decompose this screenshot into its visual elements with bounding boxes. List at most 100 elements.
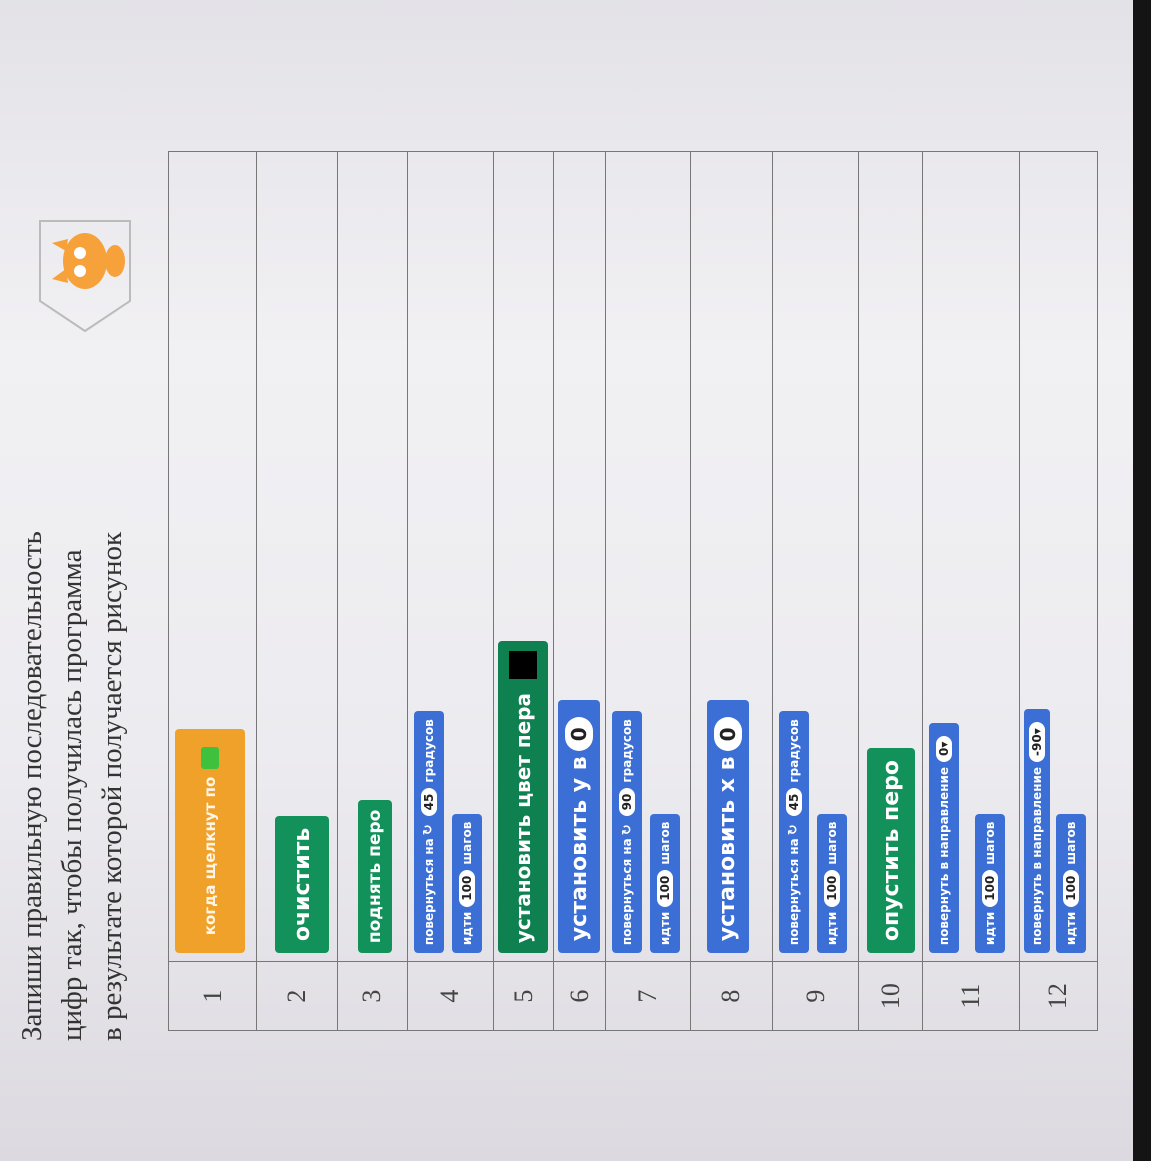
set-y-block[interactable]: установить у в 0 [558,700,601,954]
block-label: установить у в [566,756,592,942]
steps-input[interactable]: 100 [982,869,999,907]
degrees-input[interactable]: 45 [420,787,437,817]
block-label: опустить перо [878,759,904,942]
table-row: 2 очистить [256,151,338,1031]
block-label: идти [1063,911,1078,946]
instruction-text: Запиши правильную последовательность циф… [12,341,132,1041]
steps-input[interactable]: 100 [657,869,674,907]
pen-up-block[interactable]: поднять перо [357,799,392,954]
color-swatch[interactable] [509,650,538,679]
block-cell: повернуть в направление 0▾ идти 100 шаго… [922,151,1020,962]
turn-right-icon: ↻ [421,824,437,836]
degrees-input[interactable]: 90 [619,787,636,817]
move-block[interactable]: идти 100 шагов [451,813,482,954]
block-label: идти [658,911,673,946]
row-number: 1 [168,961,257,1031]
block-label: градусов [786,719,801,783]
block-label: установить цвет пера [511,692,536,944]
block-cell: очистить [256,151,338,962]
when-flag-clicked-block[interactable]: когда щелкнут по [175,728,245,954]
steps-input[interactable]: 100 [1062,869,1079,907]
instruction-line-3: в результате которой получается рисунок [96,531,128,1041]
block-label: повернуться на [620,838,635,946]
row-number: 6 [553,961,606,1031]
row-number: 12 [1019,961,1098,1031]
block-label: градусов [620,719,635,783]
instruction-line-2: цифр так, чтобы получилась программа [56,549,88,1042]
degrees-input[interactable]: 45 [785,787,802,817]
block-label: шагов [824,821,839,865]
point-in-direction-block[interactable]: повернуть в направление -90▾ [1023,709,1050,954]
block-label: шагов [983,821,998,865]
row-number: 8 [690,961,773,1031]
block-cell: повернуться на ↻ 90 градусов идти 100 ша… [605,151,691,962]
block-label: градусов [421,719,436,783]
direction-dropdown[interactable]: -90▾ [1028,722,1045,762]
program-table: 1 когда щелкнут по 2 очистить 3 [168,151,1098,1031]
table-row: 5 установить цвет пера [493,151,554,1031]
block-label: повернуться на [421,838,436,946]
block-label: поднять перо [364,809,385,944]
row-number: 10 [858,961,923,1031]
turn-right-icon: ↻ [786,824,802,836]
block-label: идти [459,911,474,946]
table-row: 11 повернуть в направление 0▾ идти 100 ш… [922,151,1020,1031]
row-number: 7 [605,961,691,1031]
turn-block[interactable]: повернуться на ↻ 45 градусов [413,711,444,954]
block-label: когда щелкнут по [201,776,219,936]
block-label: повернуть в направление [1029,766,1044,946]
block-cell: повернуться на ↻ 45 градусов идти 100 ша… [407,151,494,962]
block-cell: установить х в 0 [690,151,773,962]
block-label: очистить [289,827,315,942]
block-label: установить х в [715,756,741,942]
direction-dropdown[interactable]: 0▾ [936,735,953,762]
block-label: идти [983,911,998,946]
set-x-block[interactable]: установить х в 0 [706,700,749,954]
steps-input[interactable]: 100 [823,869,840,907]
instruction-line-1: Запиши правильную последовательность [16,531,48,1041]
set-pen-color-block[interactable]: установить цвет пера [498,640,549,954]
row-number: 4 [407,961,494,1031]
steps-input[interactable]: 100 [458,869,475,907]
row-number: 11 [922,961,1020,1031]
move-block[interactable]: идти 100 шагов [650,813,681,954]
photo-right-edge [1133,0,1151,1161]
pen-down-block[interactable]: опустить перо [867,747,916,954]
row-number: 5 [493,961,554,1031]
block-cell: повернуться на ↻ 45 градусов идти 100 ша… [772,151,859,962]
block-cell: когда щелкнут по [168,151,257,962]
y-input[interactable]: 0 [565,717,594,752]
move-block[interactable]: идти 100 шагов [975,813,1006,954]
block-cell: установить цвет пера [493,151,554,962]
table-row: 1 когда щелкнут по [168,151,257,1031]
table-row: 8 установить х в 0 [690,151,773,1031]
block-label: повернуться на [786,838,801,946]
point-in-direction-block[interactable]: повернуть в направление 0▾ [929,722,960,954]
turn-block[interactable]: повернуться на ↻ 90 градусов [612,711,643,954]
move-block[interactable]: идти 100 шагов [1055,813,1086,954]
table-row: 9 повернуться на ↻ 45 градусов идти 100 … [772,151,859,1031]
row-number: 9 [772,961,859,1031]
turn-block[interactable]: повернуться на ↻ 45 градусов [778,711,809,954]
table-row: 6 установить у в 0 [553,151,606,1031]
block-cell: установить у в 0 [553,151,606,962]
block-cell: повернуть в направление -90▾ идти 100 ша… [1019,151,1098,962]
row-number: 3 [337,961,408,1031]
row-number: 2 [256,961,338,1031]
block-label: шагов [658,821,673,865]
block-cell: опустить перо [858,151,923,962]
x-input[interactable]: 0 [713,717,742,752]
scratch-cat-icon [39,220,131,333]
move-block[interactable]: идти 100 шагов [816,813,847,954]
block-label: идти [824,911,839,946]
table-row: 7 повернуться на ↻ 90 градусов идти 100 … [605,151,691,1031]
block-cell: поднять перо [337,151,408,962]
block-label: шагов [1063,821,1078,865]
clear-block[interactable]: очистить [275,815,330,954]
table-row: 12 повернуть в направление -90▾ идти 100… [1019,151,1098,1031]
block-label: повернуть в направление [937,766,952,946]
turn-right-icon: ↻ [619,824,635,836]
table-row: 3 поднять перо [337,151,408,1031]
